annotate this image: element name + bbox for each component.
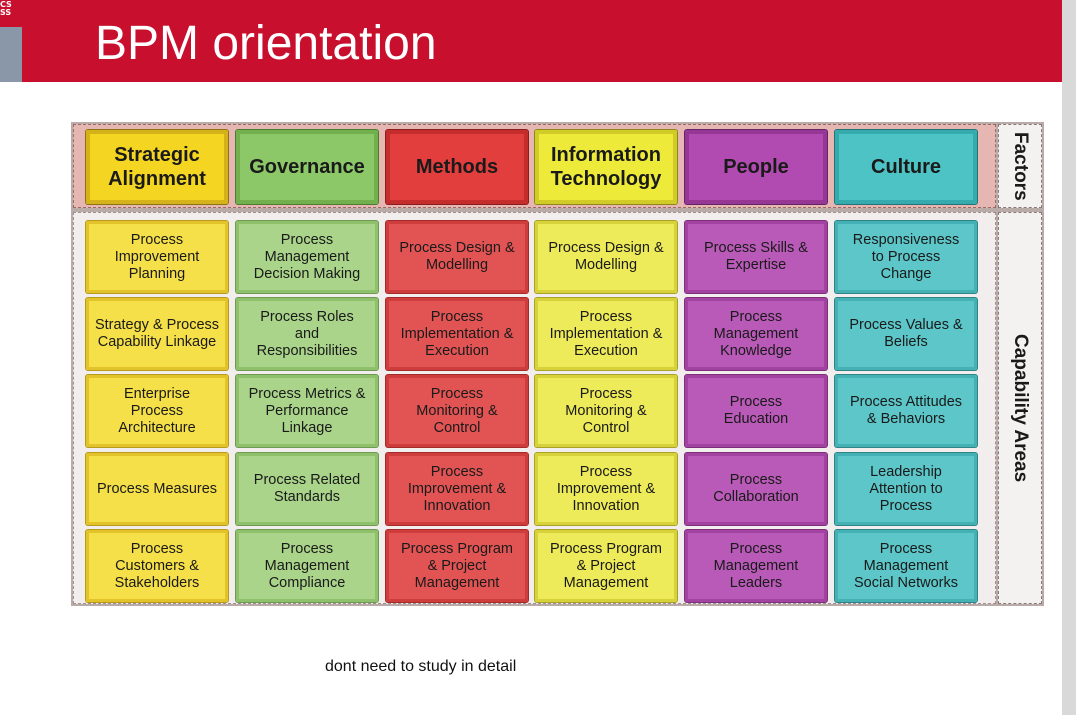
capability-cell: Process Implementation & Execution [386,298,528,370]
capability-cell: Enterprise Process Architecture [86,375,228,447]
capability-cell: Process Monitoring & Control [535,375,677,447]
slide-note: dont need to study in detail [325,658,517,675]
factor-box: Methods [386,130,528,204]
capability-cell: Process Values & Beliefs [835,298,977,370]
factor-box: Strategic Alignment [86,130,228,204]
factors-label: Factors [998,124,1042,208]
capability-cell: Process Collaboration [685,453,827,525]
capability-cell: Strategy & Process Capability Linkage [86,298,228,370]
logo: CS SS [0,0,22,27]
capability-cell: Process Design & Modelling [386,221,528,293]
capability-cell: Process Improvement & Innovation [535,453,677,525]
capability-cell: Process Improvement Planning [86,221,228,293]
logo-corner: CS SS [0,0,22,82]
capability-cell: Process Metrics & Performance Linkage [236,375,378,447]
capability-cell: Process Implementation & Execution [535,298,677,370]
capability-cell: Process Roles and Responsibilities [236,298,378,370]
capability-cell: Process Program & Project Management [386,530,528,602]
capability-cell: Process Measures [86,453,228,525]
slide-title: BPM orientation [95,17,437,70]
capability-cell: Process Management Decision Making [236,221,378,293]
capability-cell: Process Customers & Stakeholders [86,530,228,602]
capability-cell: Process Management Compliance [236,530,378,602]
factor-box: Culture [835,130,977,204]
scrollbar-track[interactable] [1062,0,1076,715]
factor-box: People [685,130,827,204]
capability-cell: Process Monitoring & Control [386,375,528,447]
factor-box: Information Technology [535,130,677,204]
capability-areas-label: Capability Areas [998,212,1042,604]
factors-label-text: Factors [1010,131,1031,201]
capability-cell: Process Management Social Networks [835,530,977,602]
capability-cell: Process Skills & Expertise [685,221,827,293]
capability-cell: Process Program & Project Management [535,530,677,602]
capability-cell: Responsiveness to Process Change [835,221,977,293]
header-bar [0,0,1062,82]
capability-cell: Process Design & Modelling [535,221,677,293]
factor-box: Governance [236,130,378,204]
capability-cell: Process Improvement & Innovation [386,453,528,525]
capability-areas-label-text: Capability Areas [1010,333,1031,483]
capability-cell: Process Attitudes & Behaviors [835,375,977,447]
capability-cell: Process Related Standards [236,453,378,525]
capability-cell: Process Education [685,375,827,447]
capability-cell: Process Management Leaders [685,530,827,602]
capability-cell: Leadership Attention to Process [835,453,977,525]
capability-cell: Process Management Knowledge [685,298,827,370]
